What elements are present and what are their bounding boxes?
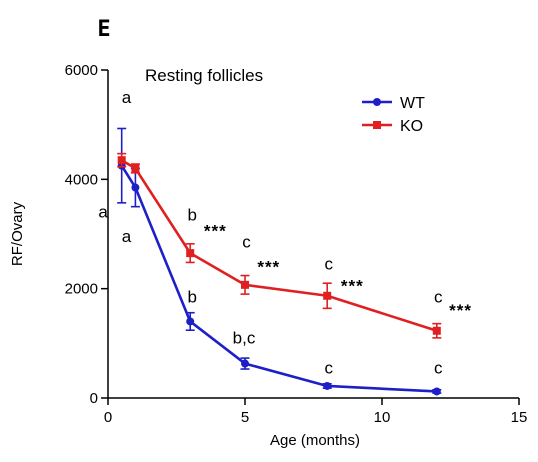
x-tick-label: 15 <box>511 409 528 426</box>
data-point <box>131 164 140 173</box>
panel-label: E <box>97 17 110 42</box>
x-tick-label: 10 <box>374 409 391 426</box>
legend-swatch-marker <box>373 121 381 129</box>
group-letter: c <box>434 358 443 377</box>
group-letter: b <box>187 205 196 224</box>
series-line <box>120 164 437 393</box>
significance-stars: *** <box>341 276 364 295</box>
x-axis-label: Age (months) <box>270 432 360 449</box>
data-point <box>117 156 126 165</box>
y-tick-label: 0 <box>90 390 98 407</box>
group-letter: b,c <box>233 328 256 347</box>
group-letter: b <box>187 287 196 306</box>
significance-stars: *** <box>257 257 280 276</box>
data-point <box>323 291 332 300</box>
data-point <box>186 317 195 326</box>
chart-title: Resting follicles <box>145 66 263 85</box>
group-letter: c <box>434 287 443 306</box>
data-point <box>432 387 441 396</box>
x-tick-label: 0 <box>104 409 112 426</box>
data-point <box>131 183 140 192</box>
significance-stars: *** <box>204 222 227 241</box>
legend-label: WT <box>400 95 425 112</box>
significance-stars: *** <box>449 301 472 320</box>
series-wt <box>117 127 442 396</box>
y-tick-label: 6000 <box>65 62 98 79</box>
y-tick-label: 2000 <box>65 281 98 298</box>
series-line <box>121 159 438 332</box>
series-ko <box>117 152 442 339</box>
legend-swatch-marker <box>373 98 381 106</box>
y-axis-label: RF/Ovary <box>9 201 26 266</box>
group-letter: a <box>98 203 108 222</box>
x-tick-label: 5 <box>241 409 249 426</box>
group-letter: a <box>122 88 132 107</box>
group-letter: c <box>324 358 333 377</box>
series-layer <box>117 127 442 396</box>
group-letter: c <box>324 255 333 274</box>
data-point <box>323 381 332 390</box>
legend-label: KO <box>400 118 423 135</box>
data-point <box>241 359 249 368</box>
legend-item-wt: WT <box>362 95 425 112</box>
axes: 0 5 10 15 0 2000 4000 6000 <box>65 62 528 426</box>
legend: WT KO <box>362 95 425 135</box>
data-point <box>186 249 195 258</box>
group-letter: a <box>122 227 132 246</box>
data-point <box>241 280 249 289</box>
group-letter: c <box>242 233 251 252</box>
y-tick-label: 4000 <box>65 171 98 188</box>
data-point <box>432 326 441 335</box>
legend-item-ko: KO <box>362 118 423 135</box>
